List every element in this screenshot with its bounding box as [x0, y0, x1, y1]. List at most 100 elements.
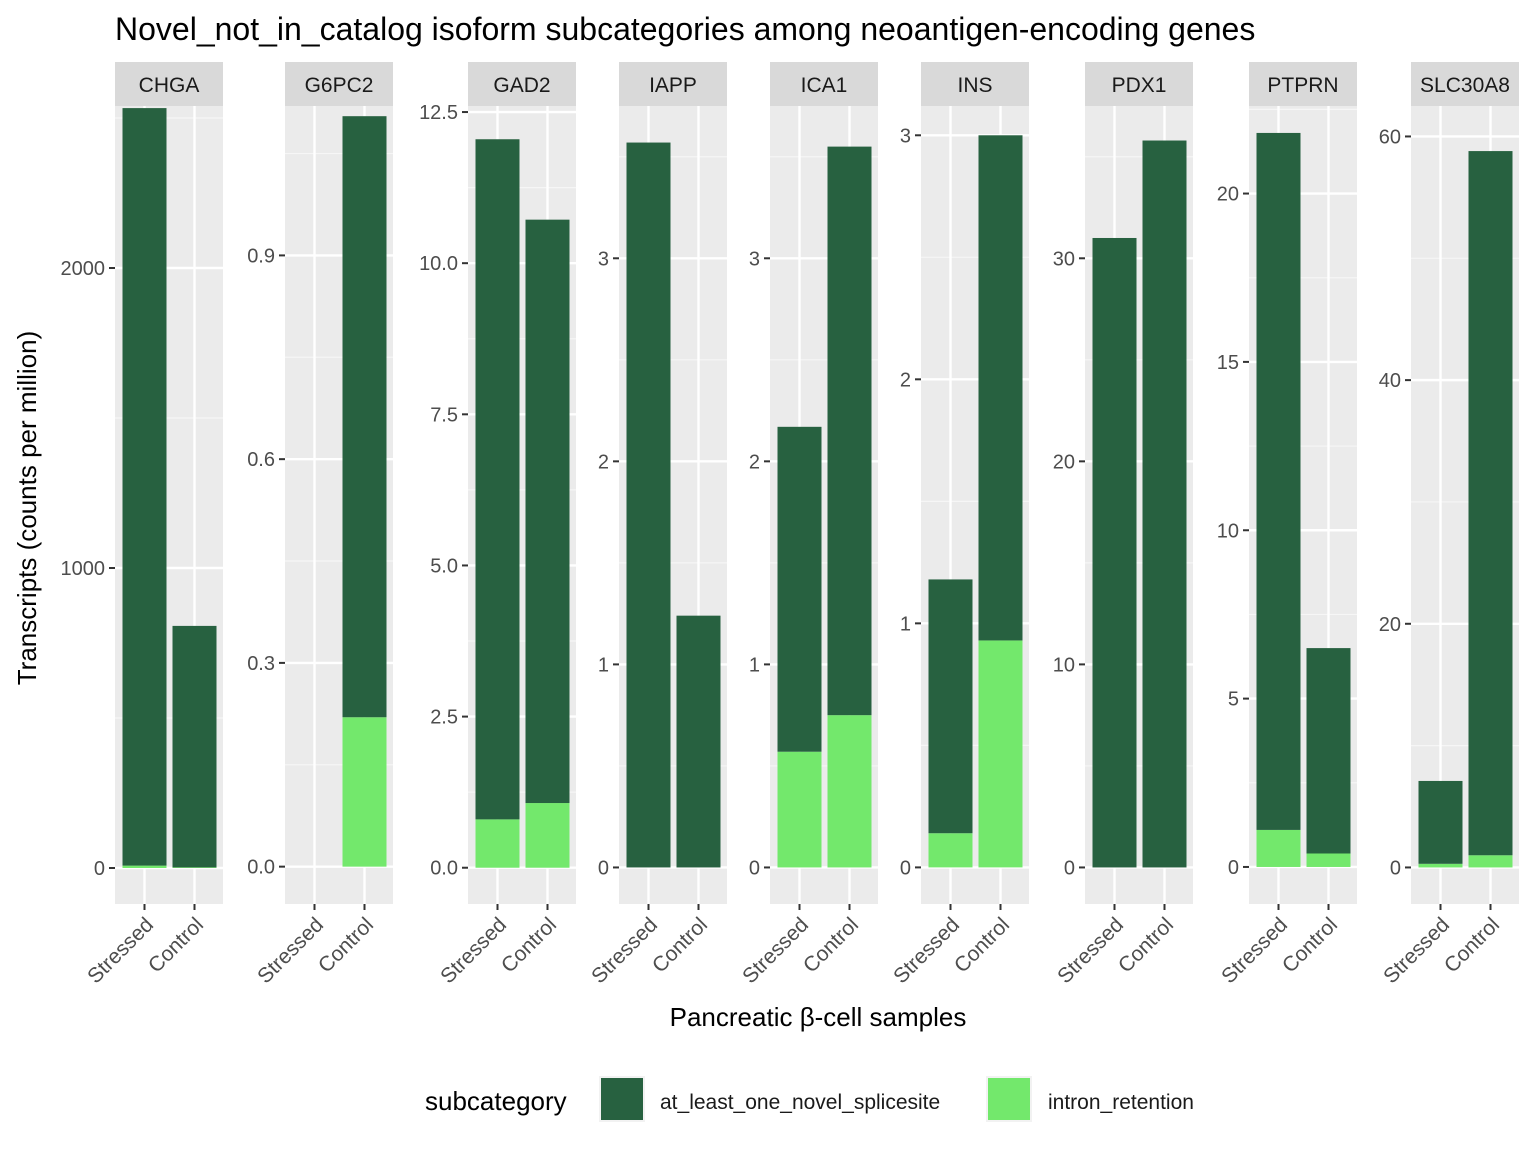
- y-tick-label: 0: [94, 858, 105, 880]
- facet-strip: [285, 62, 393, 106]
- bar-intron-retention-stressed: [122, 865, 167, 868]
- x-tick-label: Control: [144, 913, 208, 977]
- legend-key-swatch: [601, 1078, 643, 1120]
- y-tick-label: 12.5: [419, 102, 458, 124]
- bar-intron-retention-control: [172, 867, 217, 868]
- y-tick-label: 40: [1379, 370, 1401, 392]
- y-tick-label: 2: [900, 369, 911, 391]
- facet-panels: CHGA010002000StressedControlG6PC20.00.30…: [61, 62, 1519, 988]
- y-tick-label: 30: [1053, 248, 1075, 270]
- y-tick-label: 7.5: [430, 404, 458, 426]
- legend-item: at_least_one_novel_splicesite: [599, 1076, 940, 1122]
- bar-intron-retention-control: [342, 717, 387, 867]
- y-tick-label: 0: [749, 857, 760, 879]
- bar-novel-splicesite-control: [978, 135, 1023, 641]
- y-tick-label: 1: [598, 654, 609, 676]
- y-tick-label: 2000: [61, 258, 106, 280]
- bar-novel-splicesite-stressed: [928, 579, 973, 834]
- y-tick-label: 5: [1228, 689, 1239, 711]
- x-tick-label: Control: [497, 913, 561, 977]
- facet-strip-label: PDX1: [1112, 74, 1167, 97]
- x-axis-title: Pancreatic β-cell samples: [670, 1002, 967, 1032]
- y-tick-label: 0: [1228, 857, 1239, 879]
- bar-novel-splicesite-control: [1468, 151, 1513, 856]
- facet-strip-label: GAD2: [493, 74, 550, 97]
- facet-strip: [1249, 62, 1357, 106]
- y-tick-label: 0: [900, 857, 911, 879]
- legend-item-label: at_least_one_novel_splicesite: [660, 1091, 940, 1114]
- bar-novel-splicesite-control: [172, 625, 217, 868]
- facet-strip: [115, 62, 223, 106]
- x-tick-label: Stressed: [253, 913, 328, 988]
- x-tick-label: Control: [799, 913, 863, 977]
- bar-novel-splicesite-stressed: [1256, 132, 1301, 830]
- bar-intron-retention-stressed: [1256, 829, 1301, 867]
- facet-strip: [770, 62, 878, 106]
- facet-strip-label: PTPRN: [1267, 74, 1338, 97]
- legend-items: at_least_one_novel_splicesite intron_rete…: [599, 1076, 1194, 1122]
- x-tick-label: Stressed: [436, 913, 511, 988]
- facet-strip-label: SLC30A8: [1420, 74, 1510, 97]
- x-tick-label: Control: [314, 913, 378, 977]
- y-tick-label: 1000: [61, 558, 106, 580]
- y-tick-label: 20: [1217, 184, 1239, 206]
- x-tick-label: Stressed: [1053, 913, 1128, 988]
- bar-novel-splicesite-control: [676, 615, 721, 868]
- facet-strip: [921, 62, 1029, 106]
- y-axis-title: Transcripts (counts per million): [12, 331, 42, 685]
- y-tick-label: 0: [1064, 857, 1075, 879]
- y-tick-label: 20: [1053, 451, 1075, 473]
- facet-strip-label: INS: [957, 74, 992, 97]
- y-tick-label: 10: [1053, 654, 1075, 676]
- y-tick-label: 2: [749, 451, 760, 473]
- bar-novel-splicesite-stressed: [122, 108, 167, 866]
- x-tick-label: Control: [1278, 913, 1342, 977]
- x-tick-label: Control: [1440, 913, 1504, 977]
- y-tick-label: 2.5: [430, 707, 458, 729]
- y-tick-label: 1: [749, 654, 760, 676]
- y-tick-label: 5.0: [430, 555, 458, 577]
- facet-strip: [1085, 62, 1193, 106]
- bar-intron-retention-control: [827, 715, 872, 868]
- bar-intron-retention-stressed: [475, 819, 520, 868]
- y-tick-label: 15: [1217, 352, 1239, 374]
- bar-intron-retention-control: [1468, 855, 1513, 868]
- y-tick-label: 0.6: [247, 449, 275, 471]
- x-tick-label: Stressed: [587, 913, 662, 988]
- y-tick-label: 0.0: [247, 857, 275, 879]
- bar-novel-splicesite-stressed: [777, 426, 822, 752]
- y-tick-label: 10.0: [419, 253, 458, 275]
- y-tick-label: 20: [1379, 614, 1401, 636]
- bar-intron-retention-stressed: [928, 833, 973, 868]
- x-tick-label: Stressed: [1379, 913, 1454, 988]
- y-tick-label: 3: [598, 248, 609, 270]
- legend-title: subcategory: [425, 1086, 567, 1116]
- x-tick-label: Stressed: [1217, 913, 1292, 988]
- y-tick-label: 0: [1390, 857, 1401, 879]
- bar-novel-splicesite-control: [525, 219, 570, 804]
- y-tick-label: 60: [1379, 126, 1401, 148]
- bar-novel-splicesite-control: [1306, 648, 1351, 854]
- bar-novel-splicesite-stressed: [1092, 237, 1137, 868]
- bar-intron-retention-stressed: [777, 751, 822, 868]
- bar-novel-splicesite-control: [827, 146, 872, 716]
- x-tick-label: Control: [950, 913, 1014, 977]
- y-tick-label: 0.3: [247, 653, 275, 675]
- legend-item-label: intron_retention: [1048, 1091, 1194, 1114]
- facet-strip-label: ICA1: [801, 74, 848, 97]
- facet-strip: [468, 62, 576, 106]
- y-tick-label: 2: [598, 451, 609, 473]
- y-tick-label: 0.0: [430, 858, 458, 880]
- bar-novel-splicesite-control: [1142, 140, 1187, 868]
- y-tick-label: 1: [900, 613, 911, 635]
- facet-strip: [1411, 62, 1519, 106]
- chart-title: Novel_not_in_catalog isoform subcategori…: [115, 11, 1255, 47]
- bar-novel-splicesite-stressed: [475, 139, 520, 820]
- facet-strip-label: IAPP: [649, 74, 697, 97]
